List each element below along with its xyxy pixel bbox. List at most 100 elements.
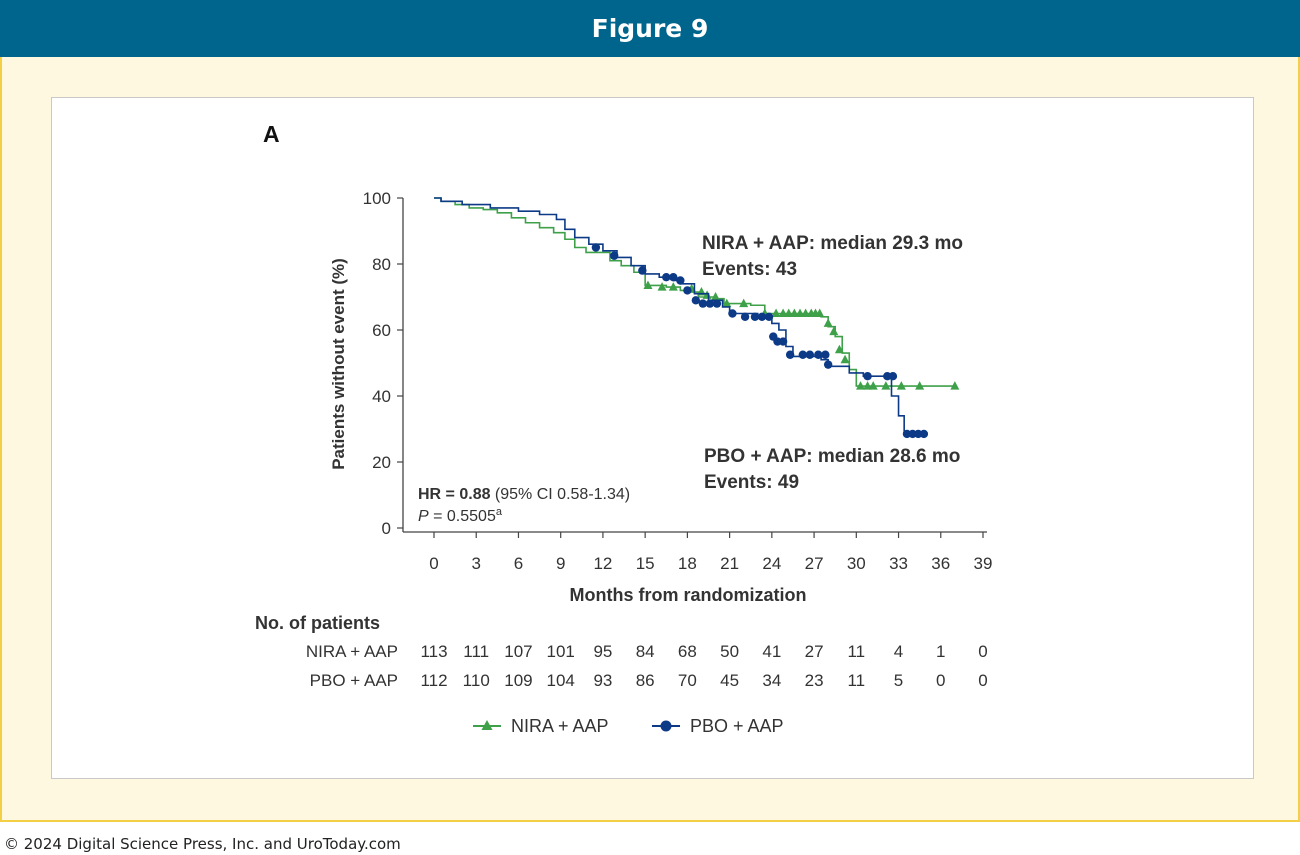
risk-table-cell: 107	[504, 642, 532, 661]
pbo-censor-mark	[698, 299, 708, 308]
y-tick-label: 80	[372, 255, 391, 274]
pbo-censor-mark	[712, 299, 722, 308]
nira-censor-mark	[863, 381, 873, 390]
legend-pbo-marker	[660, 720, 672, 732]
risk-table-cell: 27	[805, 642, 824, 661]
nira-censor-mark	[722, 298, 732, 308]
risk-table-title: No. of patients	[255, 613, 380, 633]
risk-table-cell: 93	[593, 671, 612, 690]
p-symbol: P	[418, 508, 429, 525]
nira-annotation-events: Events: 43	[702, 259, 797, 280]
risk-table-cell: 84	[636, 642, 655, 661]
x-ticks: 0 3 6 9 12 15 18 21 24 27 30 33 36 39	[429, 532, 992, 573]
x-tick-label: 15	[636, 554, 655, 573]
nira-censor-mark	[784, 308, 794, 317]
hazard-ratio-value: HR = 0.88	[418, 486, 491, 503]
figure-header: Figure 9	[0, 0, 1300, 57]
nira-censor-mark	[840, 354, 850, 364]
risk-table-cell: 34	[762, 671, 781, 690]
nira-censor-mark	[950, 381, 960, 390]
pbo-censor-mark	[823, 360, 833, 369]
x-tick-label: 39	[974, 554, 993, 573]
pbo-censor-mark	[798, 350, 808, 359]
risk-table-cell: 113	[420, 642, 447, 661]
risk-table-cell: 50	[720, 642, 739, 661]
nira-censor-mark	[711, 292, 721, 301]
pbo-censor-mark	[863, 372, 872, 381]
pbo-censor-mark	[683, 286, 692, 295]
pbo-censor-mark	[757, 312, 767, 321]
nira-censor-mark	[643, 280, 653, 289]
y-tick-label: 20	[372, 453, 391, 472]
pbo-censor-mark	[676, 276, 685, 285]
p-value-text: P = 0.5505a	[418, 506, 503, 525]
p-value: = 0.5505	[429, 508, 496, 525]
x-tick-label: 36	[931, 554, 950, 573]
nira-censor-mark	[834, 344, 844, 354]
risk-table-cell: 0	[978, 642, 987, 661]
pbo-censor-mark	[591, 243, 601, 252]
nira-censor-mark	[881, 381, 891, 390]
risk-table-cell: 0	[978, 671, 987, 690]
hazard-ratio-ci: (95% CI 0.58-1.34)	[490, 486, 630, 503]
nira-censor-mark	[739, 298, 749, 308]
nira-censor-mark	[815, 308, 825, 317]
pbo-censor-mark	[740, 312, 750, 321]
pbo-censor-mark	[750, 312, 760, 321]
risk-table-cell: 5	[894, 671, 903, 690]
x-tick-label: 27	[805, 554, 824, 573]
risk-table-cell: 101	[547, 642, 575, 661]
legend-nira-label: NIRA + AAP	[511, 716, 609, 736]
pbo-annotation-events: Events: 49	[704, 472, 799, 493]
y-ticks: 0 20 40 60 80 100	[363, 189, 403, 538]
x-tick-label: 0	[429, 554, 438, 573]
risk-row-label: PBO + AAP	[310, 671, 398, 690]
nira-censor-mark	[856, 381, 866, 390]
risk-table-cell: 0	[936, 671, 945, 690]
x-tick-label: 3	[471, 554, 480, 573]
x-axis-label: Months from randomization	[570, 585, 807, 605]
risk-table: NIRA + AAP 113 111 107 101 95 84 68 50 41 27 11 4 1 0P…	[306, 642, 988, 690]
nira-censor-mark	[823, 318, 833, 327]
nira-censor-mark	[795, 308, 805, 317]
risk-table-cell: 104	[547, 671, 575, 690]
legend-nira-marker	[481, 720, 493, 730]
nira-censor-mark	[829, 326, 839, 336]
x-tick-label: 12	[593, 554, 612, 573]
series-pbo	[434, 197, 929, 439]
plot-area	[434, 197, 960, 439]
pbo-censor-mark	[669, 273, 678, 282]
risk-table-cell: 112	[420, 671, 447, 690]
panel-label: A	[263, 121, 280, 147]
pbo-annotation-median: PBO + AAP: median 28.6 mo	[704, 446, 960, 467]
y-tick-label: 0	[382, 519, 391, 538]
nira-censor-mark	[868, 381, 878, 390]
pbo-censor-mark	[785, 350, 795, 359]
nira-censor-mark	[702, 290, 712, 299]
risk-table-cell: 41	[762, 642, 781, 661]
x-tick-label: 21	[720, 554, 739, 573]
risk-table-cell: 111	[463, 642, 489, 661]
risk-row-label: NIRA + AAP	[306, 642, 398, 661]
pbo-censor-mark	[805, 350, 815, 359]
x-tick-label: 9	[556, 554, 565, 573]
y-tick-label: 60	[372, 321, 391, 340]
risk-table-cell: 109	[504, 671, 532, 690]
risk-table-cell: 23	[805, 671, 824, 690]
nira-censor-mark	[771, 308, 781, 317]
pbo-censor-mark	[821, 350, 830, 359]
nira-censor-mark	[668, 282, 678, 291]
x-tick-label: 24	[762, 554, 781, 573]
nira-censor-mark	[801, 308, 811, 317]
pbo-censor-mark	[638, 266, 647, 275]
y-tick-label: 40	[372, 387, 391, 406]
x-tick-label: 6	[514, 554, 523, 573]
risk-table-cell: 11	[847, 671, 865, 690]
risk-table-cell: 110	[463, 671, 490, 690]
nira-censor-mark	[789, 308, 799, 317]
pbo-censor-mark	[691, 296, 701, 305]
pbo-censor-mark	[814, 350, 823, 359]
pbo-censor-mark	[728, 309, 737, 318]
chart-panel: A 0 20 40 60 80 100 0 3 6 9 12 15 18 21 24 27 30 33 36 39 …	[51, 97, 1254, 779]
